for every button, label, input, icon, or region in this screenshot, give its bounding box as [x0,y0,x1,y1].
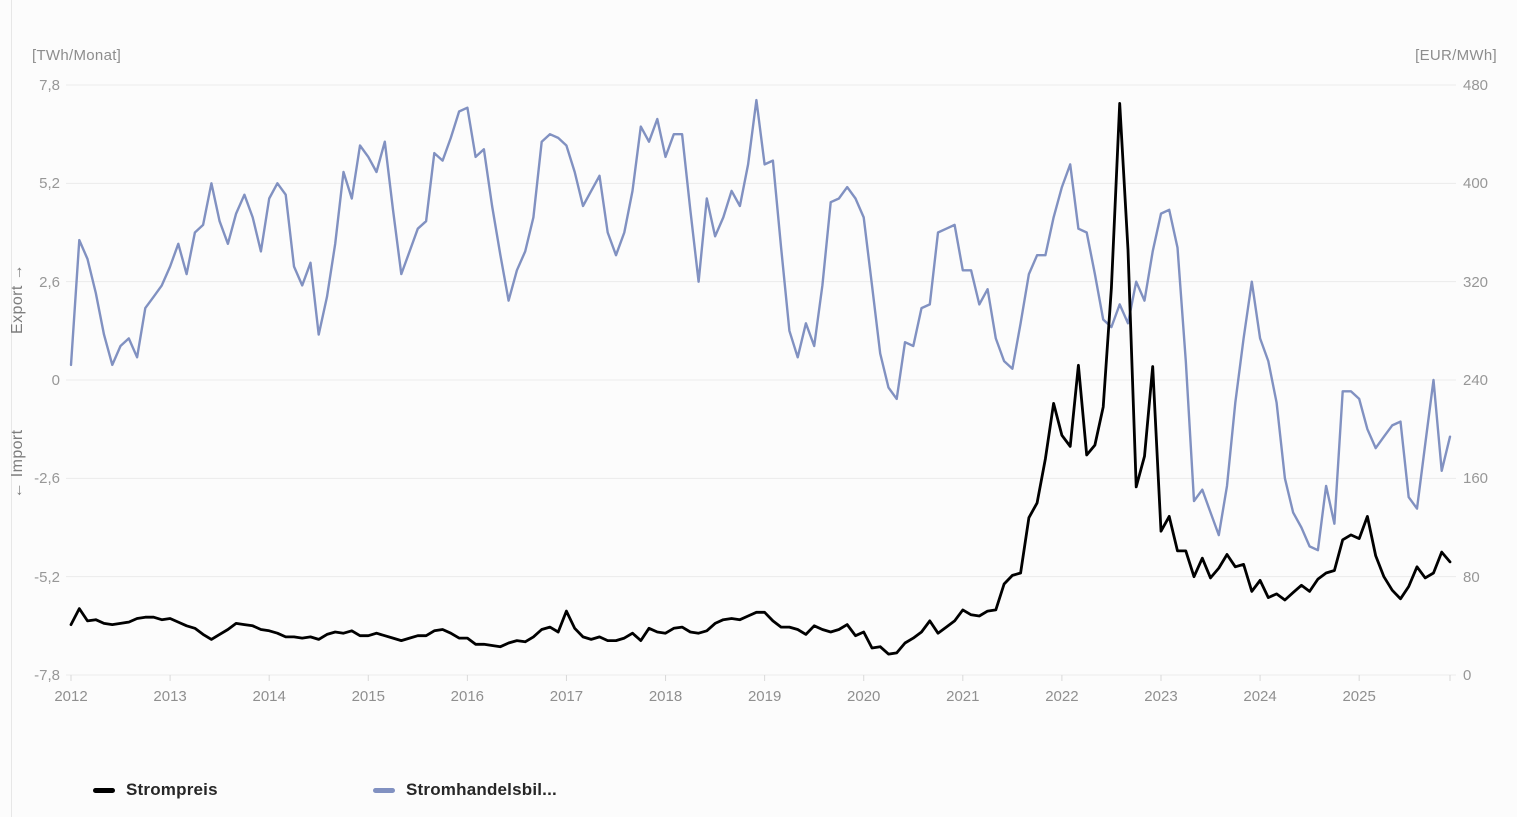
right-axis-unit-label: [EUR/MWh] [1415,47,1497,64]
x-axis-year-label: 2017 [549,688,584,705]
legend-item-stromhandelsbilanz[interactable]: Stromhandelsbil... [373,780,557,800]
x-axis-year-label: 2022 [1045,688,1079,705]
gridlines [66,84,1456,676]
legend-swatch-icon [93,787,115,793]
x-axis-tick-marks [70,675,1451,681]
y-axis-right-tick-label: 0 [1463,667,1472,684]
legend-swatch-icon [373,787,395,793]
y-axis-right-tick-label: 240 [1463,372,1489,389]
x-axis-year-label: 2020 [847,688,881,705]
series-line-strompreis [69,102,1452,656]
y-axis-left-tick-label: 5,2 [39,175,60,193]
x-axis-year-label: 2025 [1342,688,1376,705]
y-axis-right-tick-label: 80 [1463,568,1480,586]
x-axis-year-label: 2016 [450,688,485,705]
y-axis-right-tick-label: 320 [1463,273,1489,291]
legend-label: Strompreis [126,780,218,799]
y-axis-left-tick-label: 0 [51,372,60,389]
x-axis-year-label: 2013 [153,688,187,705]
chart-legend: Strompreis Stromhandelsbil... [0,772,1517,808]
legend-label: Stromhandelsbil... [406,780,557,799]
left-axis-unit-label: [TWh/Monat] [32,47,122,64]
y-axis-left-tick-label: -5,2 [34,568,60,586]
legend-item-strompreis[interactable]: Strompreis [93,780,218,800]
y-axis-left-tick-label: -2,6 [34,470,60,488]
x-axis-year-label: 2023 [1144,688,1178,705]
series-line-stromhandelsbilanz [69,98,1452,552]
x-axis-year-label: 2014 [252,688,286,705]
y-axis-right-tick-label: 480 [1463,77,1489,94]
y-axis-right-tick-label: 400 [1463,175,1489,193]
y-axis-left-tick-label: -7,8 [34,667,60,684]
x-axis-year-label: 2015 [351,688,385,705]
x-axis-year-label: 2024 [1243,688,1277,705]
y-axis-right-tick-label: 160 [1463,470,1489,488]
x-axis-year-label: 2012 [54,688,88,705]
panel-edge-divider [11,0,12,817]
x-axis-year-label: 2021 [946,688,980,705]
y-axis-left-tick-label: 2,6 [39,273,60,291]
x-axis-year-label: 2018 [648,688,683,705]
y-axis-left-tick-label: 7,8 [39,77,60,94]
series-lines [69,98,1452,656]
x-axis-year-label: 2019 [747,688,782,705]
